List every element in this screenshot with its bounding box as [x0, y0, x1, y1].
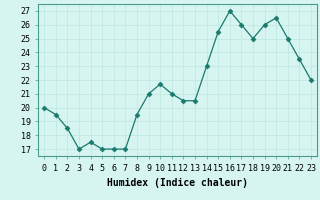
X-axis label: Humidex (Indice chaleur): Humidex (Indice chaleur): [107, 178, 248, 188]
